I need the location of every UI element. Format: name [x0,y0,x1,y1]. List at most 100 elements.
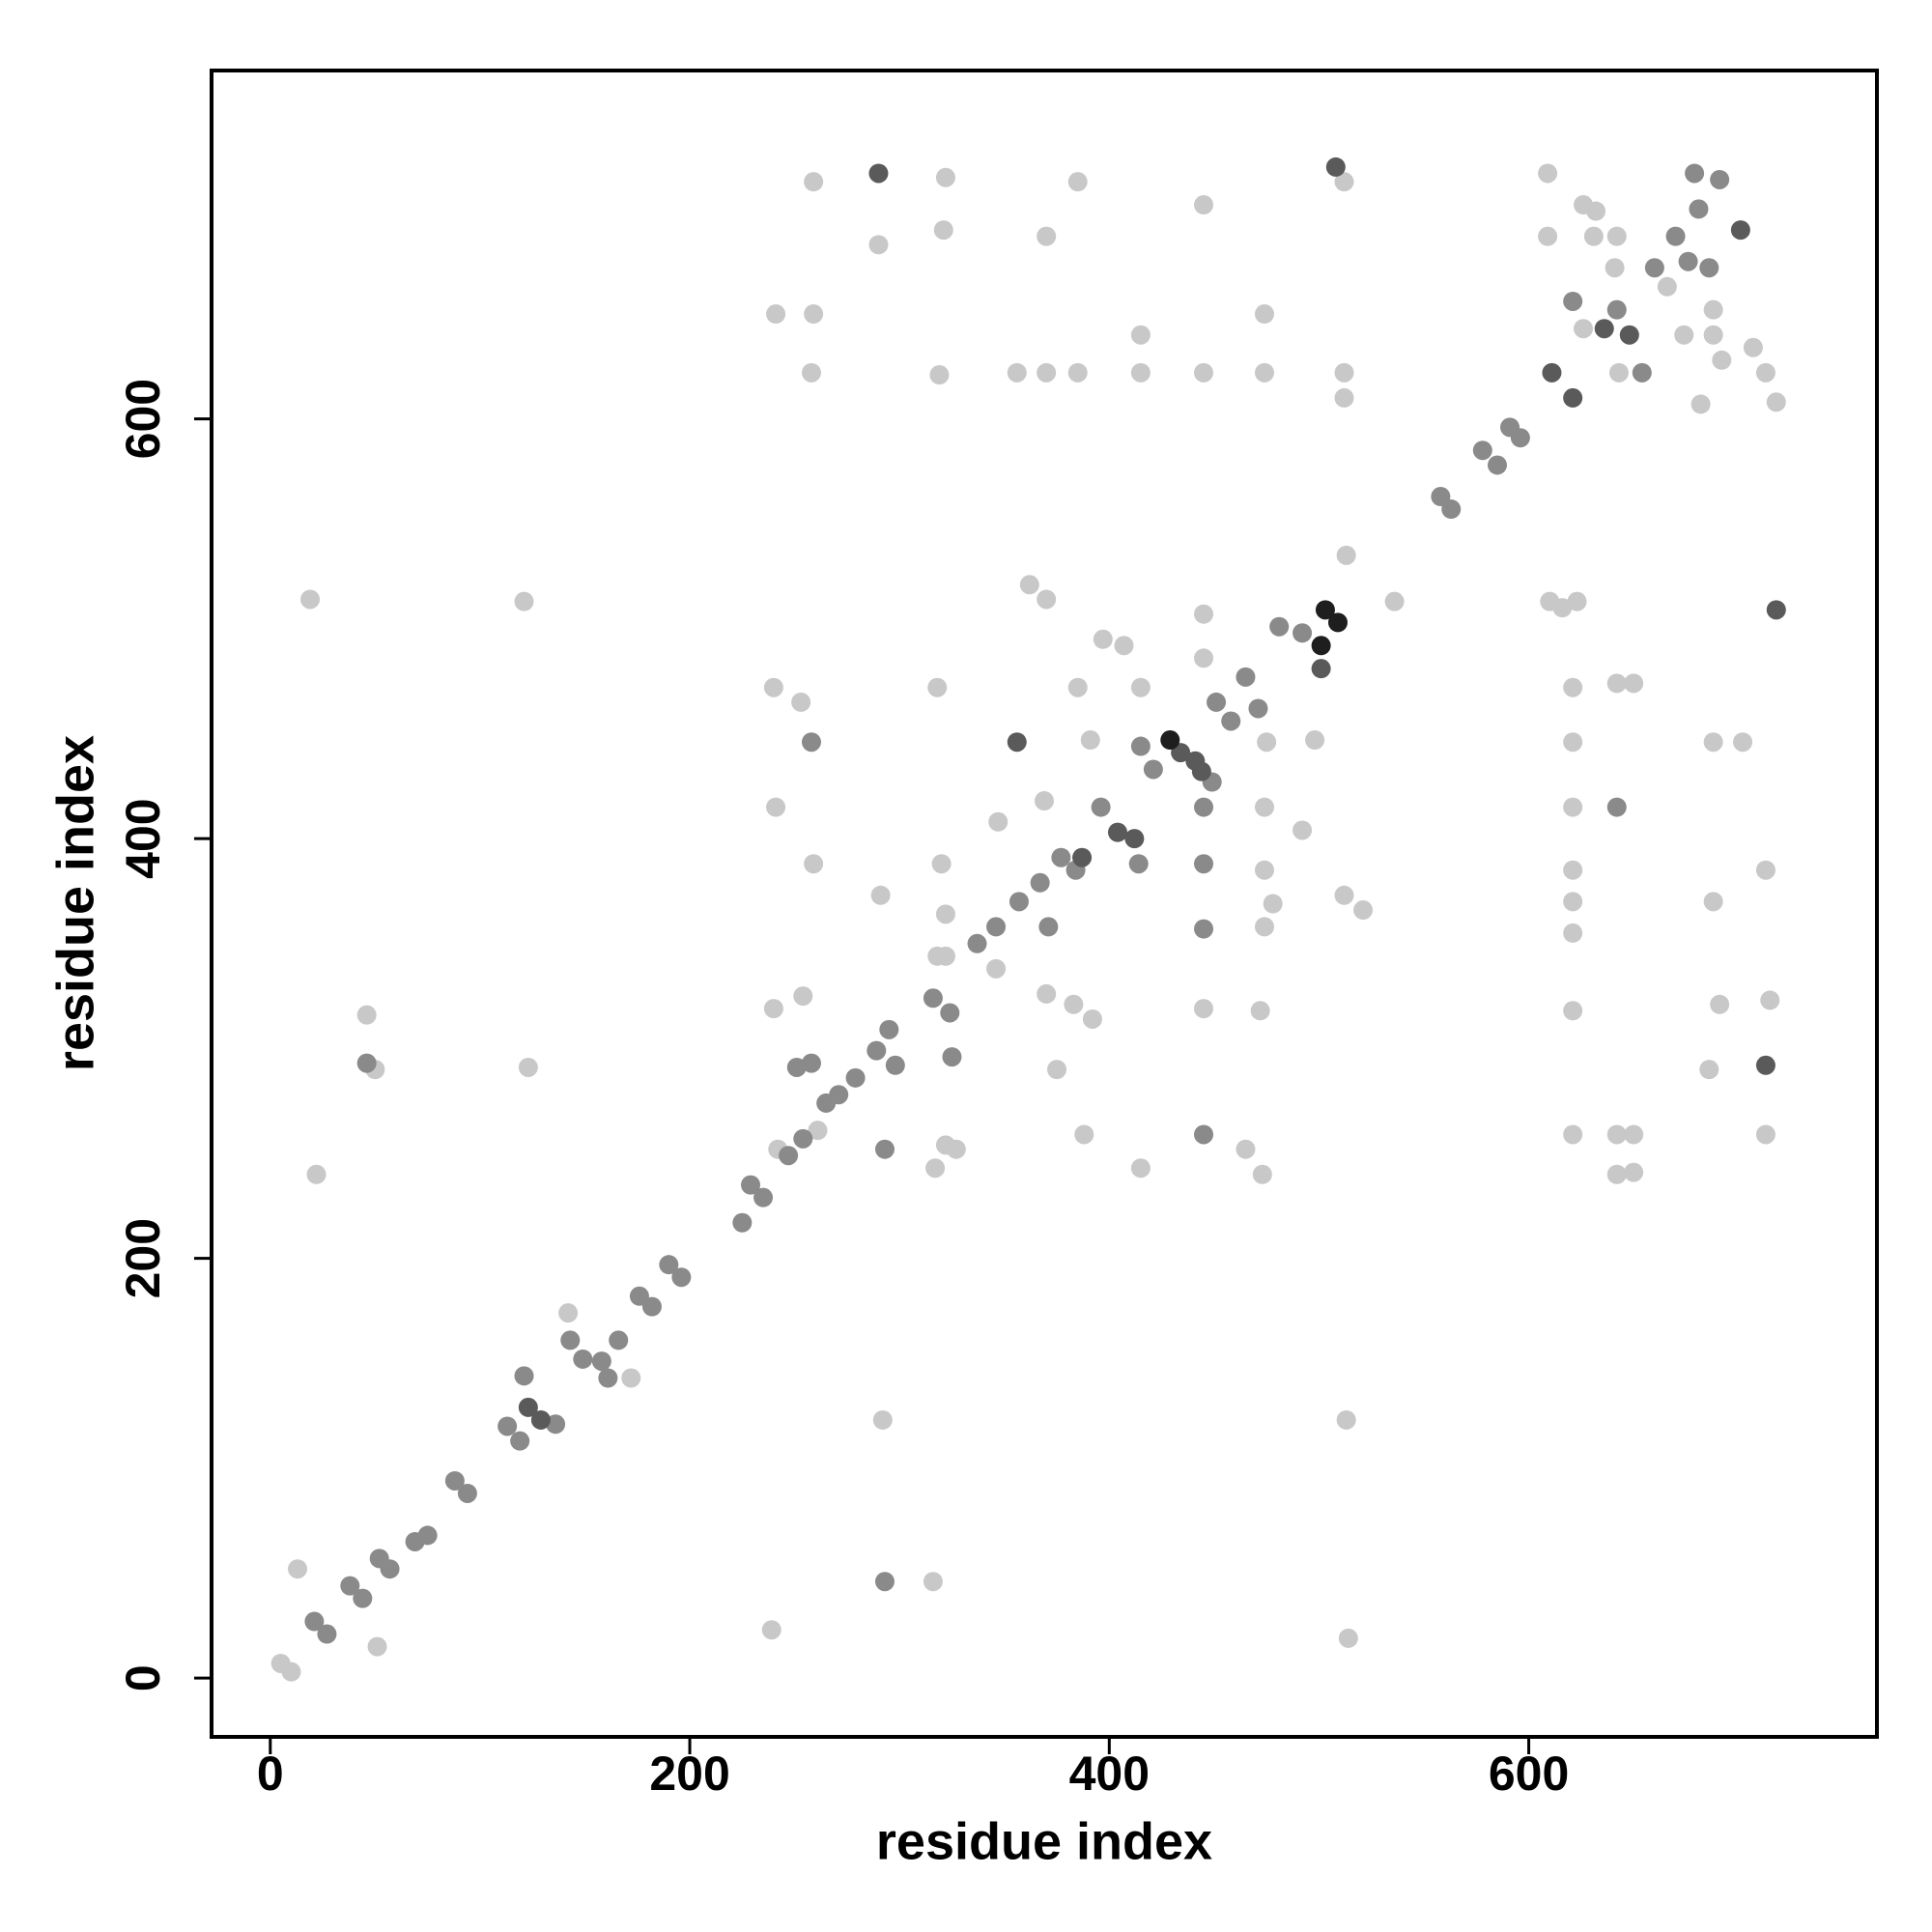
point [1606,1164,1627,1184]
point [1563,1001,1583,1021]
point [1678,251,1698,271]
point [1072,847,1093,867]
point [1067,362,1088,383]
point [281,1662,301,1682]
point [1037,589,1057,610]
point [1030,872,1050,893]
point [1583,226,1604,246]
point [763,999,783,1019]
point [801,732,821,753]
point [1254,304,1274,325]
point [1441,499,1462,520]
point [1037,983,1057,1004]
point [573,1349,593,1369]
point [986,917,1007,937]
point [598,1368,618,1388]
point [935,167,955,187]
point [940,1003,960,1023]
point [1336,545,1356,565]
point [671,1267,692,1288]
point [1710,169,1730,189]
point [1710,994,1730,1014]
point [1472,440,1492,461]
point [1538,226,1558,246]
point [1194,1124,1214,1145]
point [317,1624,337,1644]
point [1563,923,1583,943]
point [641,1296,662,1317]
point [763,677,783,697]
point [1160,730,1180,751]
point [1074,1124,1094,1145]
point [1130,736,1151,756]
point [1051,847,1071,867]
point [935,946,955,966]
point [1124,829,1145,849]
point [1311,636,1331,656]
point [1082,1009,1102,1029]
point [1703,732,1723,753]
point [804,172,824,192]
point [741,1175,761,1195]
point [1606,1124,1627,1145]
point [1334,362,1354,383]
point [1563,1124,1583,1145]
point [927,677,948,697]
point [867,1040,887,1061]
y-tick-label: 400 [116,798,170,878]
point [1699,1060,1719,1080]
point [791,692,811,712]
point [1766,600,1786,620]
point [1254,860,1274,880]
point [1334,885,1354,905]
point [457,1483,477,1503]
point [1755,860,1776,880]
point [518,1397,538,1417]
point [1143,759,1163,780]
point [1093,629,1113,649]
point [1327,612,1348,633]
point [870,885,891,905]
point [801,362,821,383]
point [1305,730,1325,751]
point [1194,648,1214,668]
point [1624,1124,1644,1145]
point [1007,732,1027,753]
point [609,1330,629,1350]
point [874,1572,895,1592]
point [804,304,824,325]
point [1252,1164,1272,1184]
y-tick-label: 0 [116,1664,170,1691]
point [1487,455,1507,475]
point [1703,299,1723,320]
point [1619,325,1639,345]
point [1269,616,1290,637]
point [1538,163,1558,184]
point [1624,673,1644,694]
point [1107,822,1127,842]
point [1353,900,1374,921]
point [929,365,950,385]
point [1608,362,1629,383]
point [1674,325,1694,345]
point [558,1303,579,1323]
x-tick-label: 400 [1069,1747,1150,1801]
point [1699,258,1719,278]
point [417,1525,438,1546]
point [1665,226,1686,246]
point [885,1055,905,1075]
point [340,1576,360,1596]
point [1657,276,1677,297]
point [1185,751,1206,771]
point [1194,797,1214,817]
point [367,1636,387,1657]
point [1606,226,1627,246]
point [1248,698,1268,719]
point [1644,258,1664,278]
point [732,1212,753,1233]
point [868,235,889,255]
point [1632,362,1652,383]
point [1254,797,1274,817]
point [1606,299,1627,320]
